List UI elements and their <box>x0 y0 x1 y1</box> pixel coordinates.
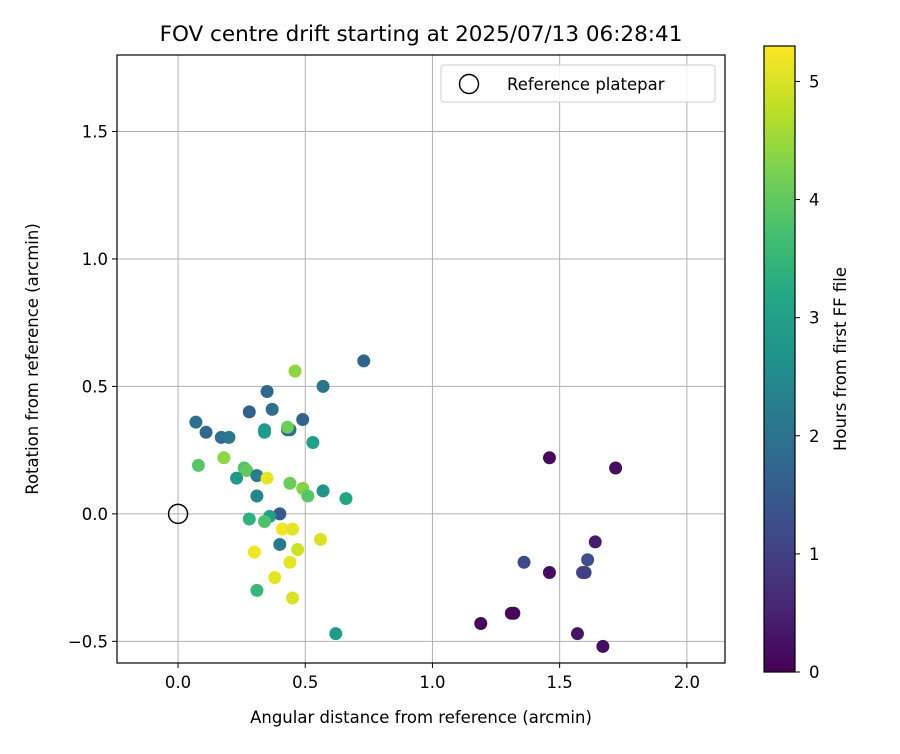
scatter-point <box>609 461 623 475</box>
scatter-point <box>280 420 294 434</box>
scatter-point <box>222 430 236 444</box>
scatter-points <box>189 354 623 653</box>
scatter-point <box>596 639 610 653</box>
scatter-point <box>301 489 315 503</box>
scatter-point <box>199 425 213 439</box>
scatter-point <box>242 512 256 526</box>
scatter-point <box>291 543 305 557</box>
legend: Reference platepar <box>440 64 716 103</box>
plot-frame <box>116 54 726 664</box>
scatter-point <box>314 532 328 546</box>
y-tick-label: 0.0 <box>82 505 108 524</box>
scatter-point <box>273 537 287 551</box>
scatter-point <box>283 555 297 569</box>
chart-title: FOV centre drift starting at 2025/07/13 … <box>160 22 683 47</box>
grid-lines <box>117 55 725 663</box>
scatter-point <box>286 591 300 605</box>
scatter-point <box>250 469 264 483</box>
scatter-point <box>275 522 289 536</box>
scatter-point <box>250 489 264 503</box>
y-tick-label: 1.0 <box>82 250 108 269</box>
scatter-point <box>217 451 231 465</box>
scatter-point <box>286 522 300 536</box>
x-tick-label: 0.0 <box>165 673 191 692</box>
x-tick-label: 0.5 <box>292 673 318 692</box>
y-tick-label: 0.5 <box>82 377 108 396</box>
scatter-point <box>260 385 274 399</box>
scatter-point <box>306 435 320 449</box>
scatter-point <box>250 583 264 597</box>
legend-label-reference: Reference platepar <box>507 75 665 94</box>
reference-marker-layer <box>167 503 189 525</box>
colorbar-tick-label: 4 <box>809 191 820 210</box>
scatter-point <box>507 606 521 620</box>
colorbar-tick-label: 2 <box>809 427 820 446</box>
scatter-point <box>189 415 203 429</box>
y-axis-label: Rotation from reference (arcmin) <box>23 223 42 495</box>
y-tick-label: −0.5 <box>68 632 108 651</box>
scatter-point <box>247 545 261 559</box>
x-tick-label: 1.0 <box>419 673 445 692</box>
scatter-point <box>517 555 531 569</box>
scatter-point <box>242 405 256 419</box>
colorbar-tick-label: 3 <box>809 309 820 328</box>
colorbar: 0 1 2 3 4 5 Hours from first FF file <box>763 45 850 682</box>
x-axis-label: Angular distance from reference (arcmin) <box>250 708 592 727</box>
scatter-point <box>240 464 254 478</box>
x-axis-ticks: 0.0 0.5 1.0 1.5 2.0 <box>165 663 700 692</box>
scatter-point <box>260 471 274 485</box>
scatter-point <box>268 571 282 585</box>
scatter-point <box>288 364 302 378</box>
scatter-point <box>191 458 205 472</box>
colorbar-tick-label: 5 <box>809 72 820 91</box>
scatter-point <box>542 451 556 465</box>
y-axis-ticks: −0.5 0.0 0.5 1.0 1.5 <box>68 122 117 651</box>
colorbar-label: Hours from first FF file <box>831 267 850 451</box>
scatter-point <box>296 413 310 427</box>
legend-marker-reference <box>458 73 480 95</box>
scatter-point <box>357 354 371 368</box>
y-tick-label: 1.5 <box>82 122 108 141</box>
scatter-point <box>230 471 244 485</box>
colorbar-gradient <box>763 45 796 673</box>
legend-box <box>440 64 716 103</box>
scatter-point <box>339 492 353 506</box>
scatter-point <box>273 507 287 521</box>
scatter-point <box>265 402 279 416</box>
scatter-point <box>578 566 592 580</box>
scatter-point <box>570 627 584 641</box>
scatter-point <box>283 476 297 490</box>
reference-platepar-marker <box>167 503 189 525</box>
scatter-point <box>581 553 595 567</box>
scatter-point <box>316 484 330 498</box>
scatter-point <box>474 616 488 630</box>
scatter-point <box>588 535 602 549</box>
colorbar-tick-label: 1 <box>809 545 820 564</box>
scatter-point <box>258 425 272 439</box>
scatter-point <box>542 566 556 580</box>
x-tick-label: 1.5 <box>547 673 573 692</box>
scatter-point <box>258 515 272 529</box>
scatter-point <box>316 379 330 393</box>
x-tick-label: 2.0 <box>674 673 700 692</box>
scatter-point <box>329 627 343 641</box>
colorbar-tick-label: 0 <box>809 663 820 682</box>
colorbar-ticks: 0 1 2 3 4 5 <box>795 72 820 682</box>
